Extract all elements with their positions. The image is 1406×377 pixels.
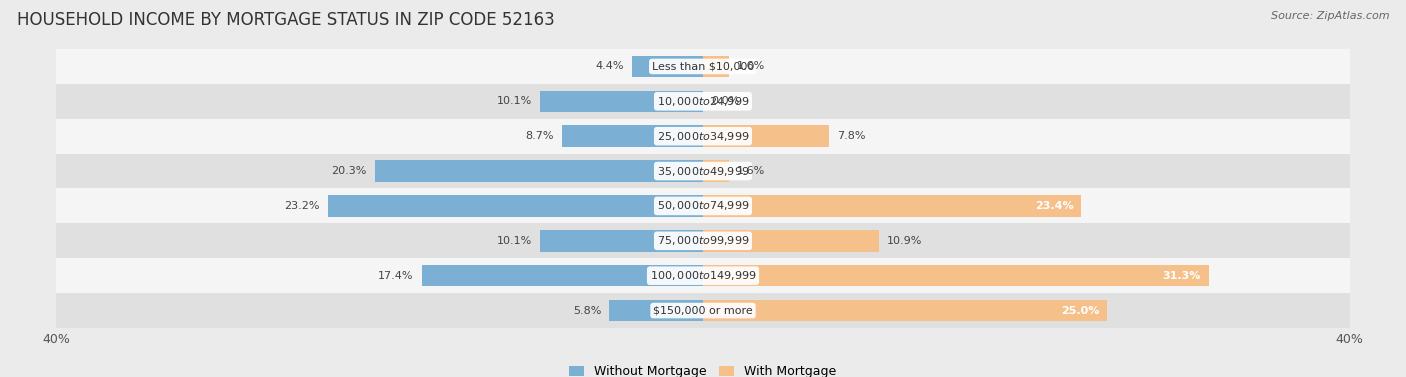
Bar	[703, 300, 1108, 321]
Text: 25.0%: 25.0%	[1060, 305, 1099, 316]
Bar	[703, 160, 728, 182]
Bar	[56, 49, 1350, 84]
Text: 8.7%: 8.7%	[526, 131, 554, 141]
Bar	[56, 119, 1350, 154]
Text: $35,000 to $49,999: $35,000 to $49,999	[657, 165, 749, 178]
Text: 10.1%: 10.1%	[496, 96, 531, 106]
Bar	[56, 258, 1350, 293]
Bar	[703, 195, 1081, 217]
Bar	[375, 160, 703, 182]
Bar	[703, 265, 1209, 287]
Text: 20.3%: 20.3%	[332, 166, 367, 176]
Text: 10.1%: 10.1%	[496, 236, 531, 246]
Bar	[703, 230, 879, 251]
Text: 17.4%: 17.4%	[378, 271, 413, 281]
Bar	[631, 56, 703, 77]
Text: 23.4%: 23.4%	[1035, 201, 1073, 211]
Text: 31.3%: 31.3%	[1163, 271, 1201, 281]
Bar	[56, 84, 1350, 119]
Text: 0.0%: 0.0%	[711, 96, 740, 106]
Text: $25,000 to $34,999: $25,000 to $34,999	[657, 130, 749, 143]
Text: 23.2%: 23.2%	[284, 201, 319, 211]
Text: HOUSEHOLD INCOME BY MORTGAGE STATUS IN ZIP CODE 52163: HOUSEHOLD INCOME BY MORTGAGE STATUS IN Z…	[17, 11, 554, 29]
Bar	[703, 56, 728, 77]
Text: 7.8%: 7.8%	[837, 131, 866, 141]
Bar	[703, 126, 830, 147]
Bar	[540, 90, 703, 112]
Bar	[56, 223, 1350, 258]
Text: $150,000 or more: $150,000 or more	[654, 305, 752, 316]
Bar	[540, 230, 703, 251]
Text: $50,000 to $74,999: $50,000 to $74,999	[657, 199, 749, 212]
Bar	[562, 126, 703, 147]
Bar	[56, 154, 1350, 188]
Text: Source: ZipAtlas.com: Source: ZipAtlas.com	[1271, 11, 1389, 21]
Text: 10.9%: 10.9%	[887, 236, 922, 246]
Text: $75,000 to $99,999: $75,000 to $99,999	[657, 234, 749, 247]
Text: 4.4%: 4.4%	[595, 61, 624, 72]
Bar	[422, 265, 703, 287]
Bar	[56, 293, 1350, 328]
Text: $10,000 to $24,999: $10,000 to $24,999	[657, 95, 749, 108]
Bar	[56, 188, 1350, 223]
Text: Less than $10,000: Less than $10,000	[652, 61, 754, 72]
Legend: Without Mortgage, With Mortgage: Without Mortgage, With Mortgage	[564, 360, 842, 377]
Text: 5.8%: 5.8%	[572, 305, 602, 316]
Text: 1.6%: 1.6%	[737, 166, 765, 176]
Bar	[328, 195, 703, 217]
Text: 1.6%: 1.6%	[737, 61, 765, 72]
Bar	[609, 300, 703, 321]
Text: $100,000 to $149,999: $100,000 to $149,999	[650, 269, 756, 282]
